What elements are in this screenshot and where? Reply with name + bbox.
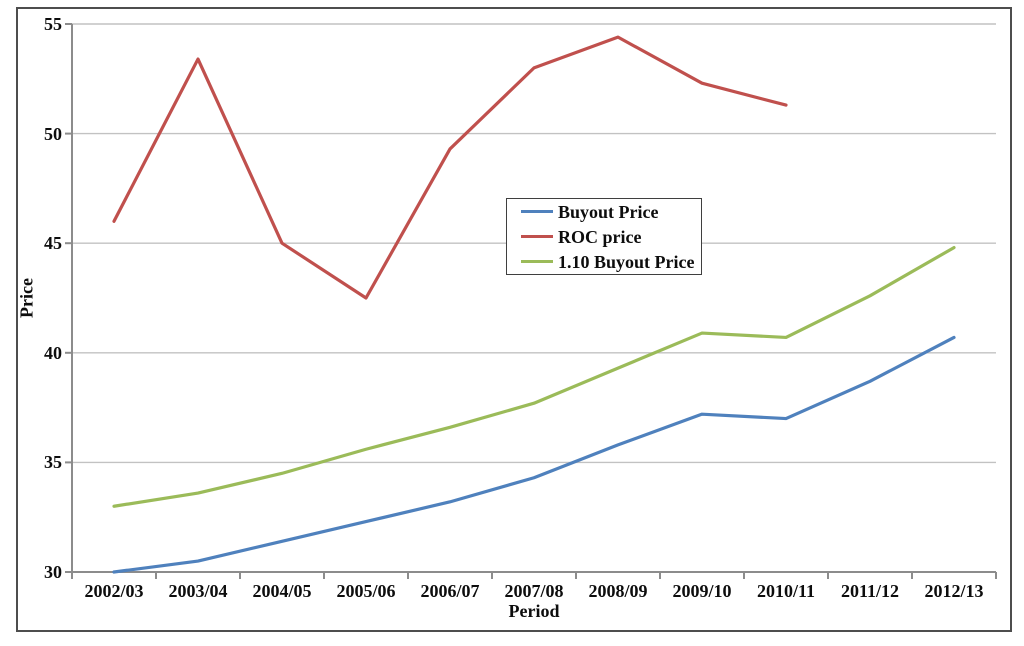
legend-line-swatch-blue xyxy=(521,209,553,214)
series-line-roc-price xyxy=(112,35,788,300)
legend: Buyout Price ROC price 1.10 Buyout Price xyxy=(506,198,702,275)
x-tick-label: 2012/13 xyxy=(924,581,984,601)
legend-item-roc-price: ROC price xyxy=(521,227,693,247)
y-tick-label: 30 xyxy=(44,562,62,582)
y-axis-title: Price xyxy=(16,278,37,318)
legend-label: ROC price xyxy=(558,226,642,247)
y-tick-label: 55 xyxy=(44,14,62,34)
legend-item-110-buyout-price: 1.10 Buyout Price xyxy=(521,251,695,272)
y-tick-label: 40 xyxy=(44,342,62,363)
x-tick-label: 2003/04 xyxy=(168,581,228,601)
legend-label: 1.10 Buyout Price xyxy=(558,251,695,272)
y-tick-label: 50 xyxy=(44,123,62,144)
x-tick-label: 2006/07 xyxy=(420,581,480,601)
x-tick-label: 2008/09 xyxy=(588,581,648,601)
legend-line-swatch-red xyxy=(521,234,553,239)
x-tick-label: 2009/10 xyxy=(672,581,732,601)
x-tick-label: 2007/08 xyxy=(504,581,564,601)
x-tick-label: 2002/03 xyxy=(84,581,144,601)
y-tick-label: 45 xyxy=(44,233,62,254)
x-tick-label: 2010/11 xyxy=(756,581,816,601)
legend-label: Buyout Price xyxy=(558,201,659,222)
x-tick-label: 2011/12 xyxy=(840,581,900,601)
x-tick-label: 2005/06 xyxy=(336,581,396,601)
series-line-1-10-buyout-price xyxy=(112,245,956,508)
x-tick-label: 2004/05 xyxy=(252,581,312,601)
legend-item-buyout-price: Buyout Price xyxy=(521,202,693,222)
x-axis-title: Period xyxy=(508,601,560,621)
y-tick-label: 35 xyxy=(44,452,62,473)
series-line-buyout-price xyxy=(112,335,956,574)
legend-line-swatch-green xyxy=(521,259,553,264)
